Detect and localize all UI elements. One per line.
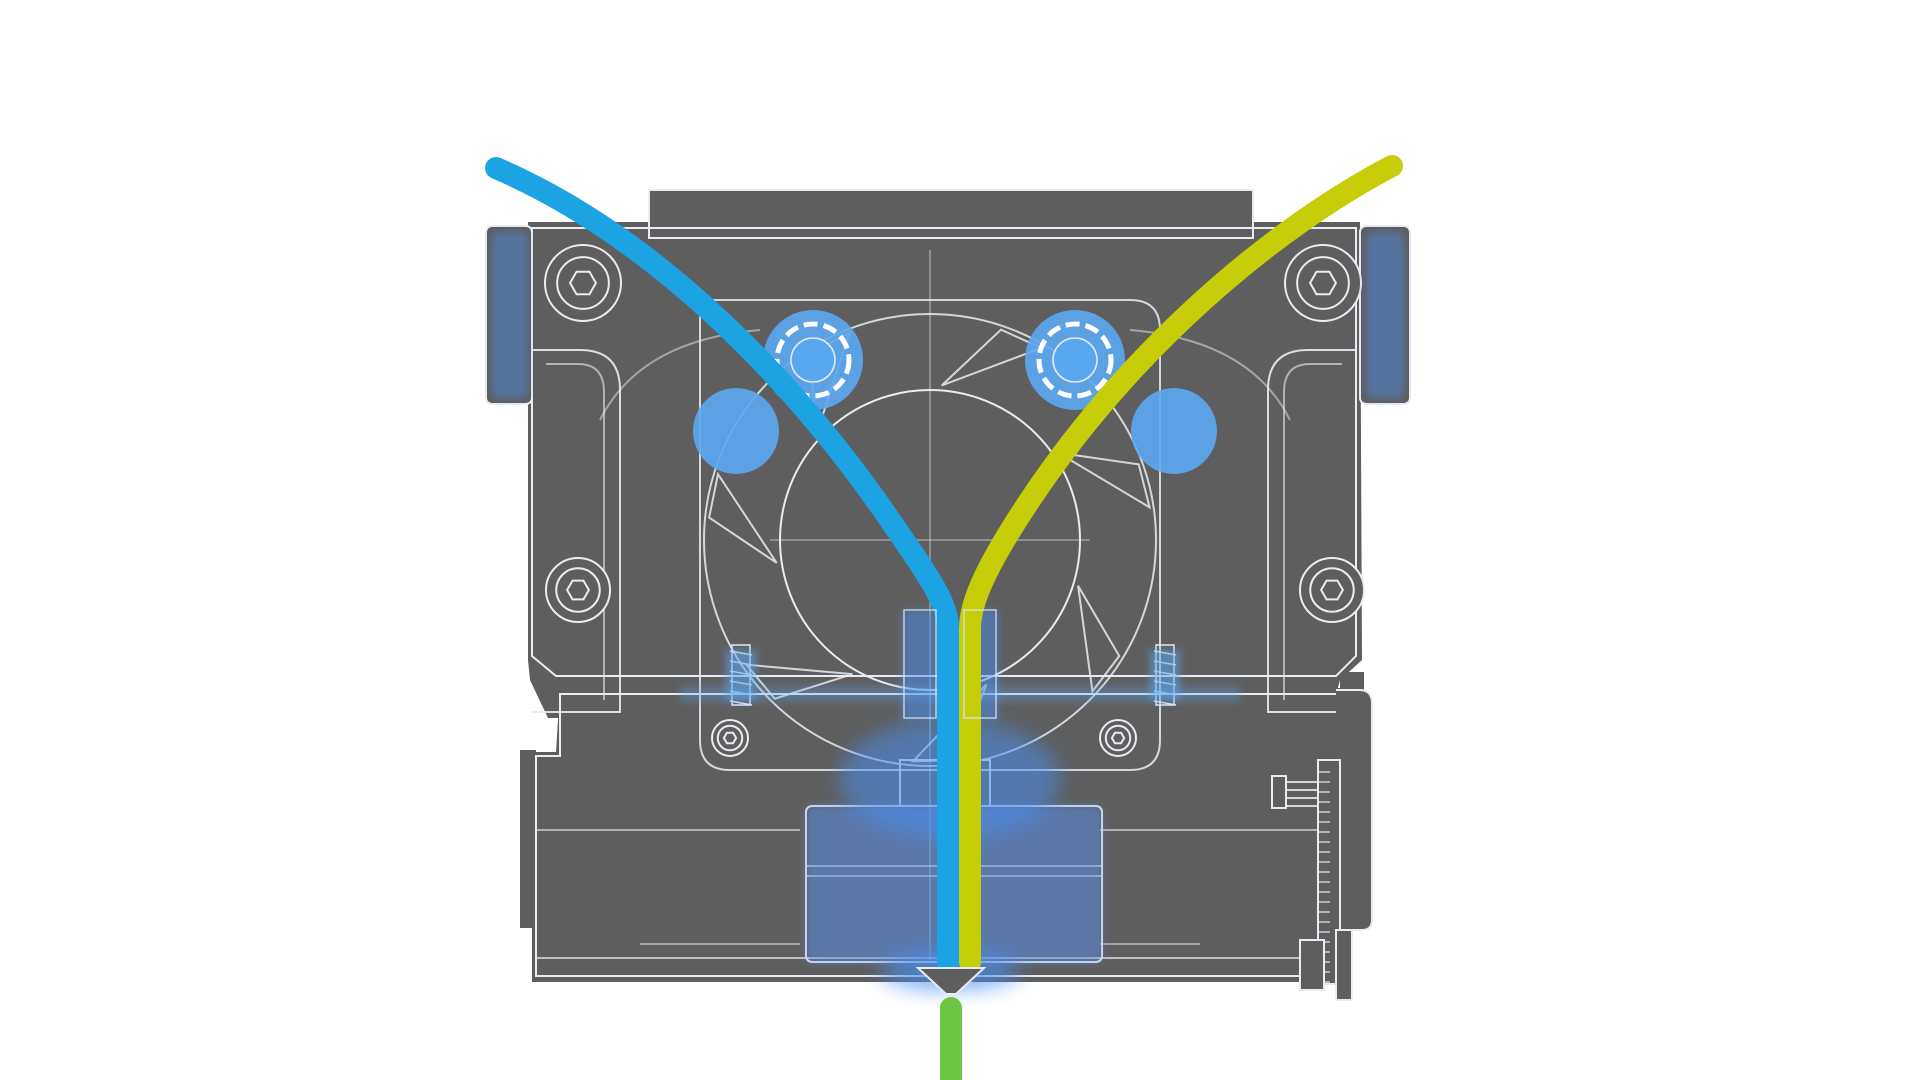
fan-blade [1077, 585, 1121, 694]
screw-head [1296, 256, 1350, 310]
fan-housing-outline [699, 299, 1161, 771]
fan-blade [941, 328, 1044, 387]
right-clamp-glow [1366, 232, 1404, 398]
left-arm-inner [546, 363, 605, 700]
pcb-frame [1336, 689, 1373, 931]
nozzle-tip [915, 967, 987, 995]
screw-icon [1284, 244, 1362, 322]
filament-left [485, 157, 959, 973]
screw-hex [568, 270, 598, 296]
top-plate-outline [648, 189, 1254, 239]
left-clamp-glow [492, 232, 528, 398]
screw-head [1309, 567, 1355, 613]
fan-blade [708, 471, 778, 564]
upper-block-outline [531, 227, 1357, 677]
fan-blade [1057, 451, 1152, 510]
screw-icon [544, 244, 622, 322]
bearing-icon [763, 310, 1125, 410]
right-clamp-outline [1359, 225, 1411, 405]
left-clamp-outline [485, 225, 533, 405]
screws [544, 244, 1365, 757]
bearing-dashed-ring [774, 321, 852, 399]
pcb-component [1299, 939, 1325, 991]
screw-icon [711, 719, 749, 757]
screw-icon [1099, 719, 1137, 757]
right-roller-glow [1131, 388, 1217, 474]
bearing-inner [1052, 337, 1098, 383]
pcb-connector [1271, 775, 1287, 809]
right-arm-inner [1283, 363, 1342, 700]
right-collar [963, 609, 997, 719]
left-collar-glow [902, 610, 938, 720]
screw-outer [1284, 244, 1362, 322]
bearing-inner [790, 337, 836, 383]
screw-icon [545, 557, 611, 623]
screw-hex [722, 731, 738, 745]
screw-hex [1110, 731, 1126, 745]
screw-head [716, 724, 744, 752]
screw-head [556, 256, 610, 310]
left-roller-glow [693, 388, 779, 474]
nozzle-icon [915, 967, 987, 1080]
screw-head [555, 567, 601, 613]
screw-hex [565, 579, 591, 601]
right-arm-outline [1267, 349, 1356, 713]
filament-right [959, 155, 1403, 973]
pcb-icon [1271, 689, 1373, 1001]
screw-head [1104, 724, 1132, 752]
pcb-lower-board [1335, 929, 1353, 1001]
screw-hex [1319, 579, 1345, 601]
left-side-plate [520, 750, 536, 928]
bearing-dashed-ring [1036, 321, 1114, 399]
filaments [485, 155, 1403, 973]
screw-outer [544, 244, 622, 322]
left-collar [903, 609, 937, 719]
screw-hex [1308, 270, 1338, 296]
screw-icon [1299, 557, 1365, 623]
